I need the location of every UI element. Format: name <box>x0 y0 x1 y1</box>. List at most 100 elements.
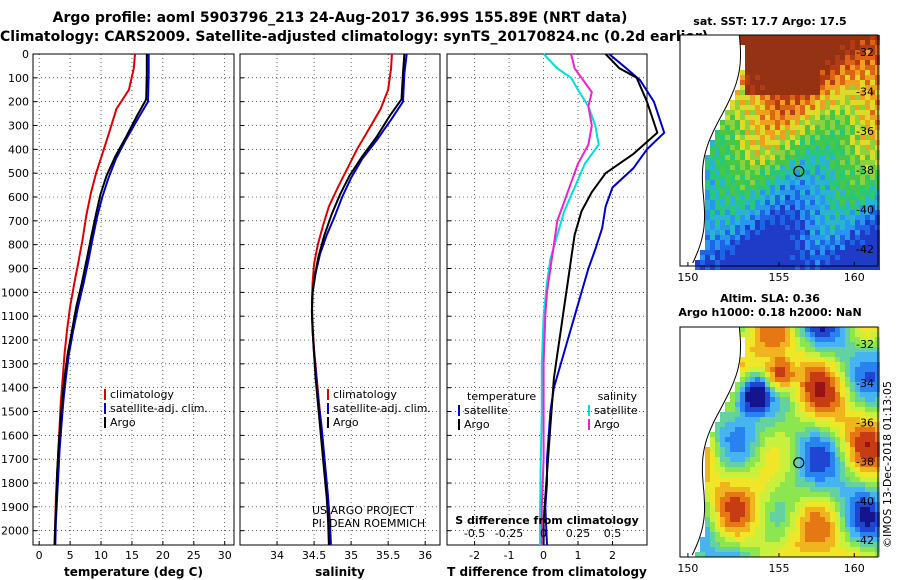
map-pixel <box>740 327 745 332</box>
map-pixel <box>790 150 795 155</box>
map-pixel <box>745 200 750 205</box>
map-pixel <box>680 467 685 472</box>
map-pixel <box>715 60 720 65</box>
map-pixel <box>820 377 825 382</box>
map-pixel <box>860 437 865 442</box>
map-pixel <box>790 140 795 145</box>
map-pixel <box>810 95 815 100</box>
legend-label: satellite-adj. clim. <box>110 402 208 415</box>
map-pixel <box>870 190 875 195</box>
map-pixel <box>715 225 720 230</box>
map-pixel <box>680 170 685 175</box>
map-pixel <box>690 477 695 482</box>
map-pixel <box>820 140 825 145</box>
map-pixel <box>725 402 730 407</box>
map-pixel <box>770 145 775 150</box>
map-pixel <box>805 537 810 542</box>
map-pixel <box>690 497 695 502</box>
map-pixel <box>705 170 710 175</box>
map-pixel <box>735 140 740 145</box>
map-pixel <box>705 342 710 347</box>
map-pixel <box>710 537 715 542</box>
map-pixel <box>735 250 740 255</box>
map-pixel <box>785 45 790 50</box>
map-pixel <box>685 362 690 367</box>
map-pixel <box>815 352 820 357</box>
map-pixel <box>775 250 780 255</box>
map-pixel <box>780 497 785 502</box>
map-pixel <box>800 462 805 467</box>
map-pixel <box>780 255 785 260</box>
map-pixel <box>870 377 875 382</box>
map-pixel <box>775 140 780 145</box>
map-pixel <box>795 327 800 332</box>
map-pixel <box>745 130 750 135</box>
map-pixel <box>820 210 825 215</box>
map-pixel <box>700 195 705 200</box>
map-pixel <box>800 337 805 342</box>
map-pixel <box>865 472 870 477</box>
map-pixel <box>840 492 845 497</box>
map-pixel <box>740 260 745 265</box>
map-pixel <box>810 382 815 387</box>
map-pixel <box>725 205 730 210</box>
map-pixel <box>750 387 755 392</box>
map-pixel <box>810 327 815 332</box>
map-pixel <box>820 85 825 90</box>
map-pixel <box>750 412 755 417</box>
map-pixel <box>785 357 790 362</box>
map-pixel <box>865 160 870 165</box>
map-pixel <box>870 140 875 145</box>
map-pixel <box>770 397 775 402</box>
map-pixel <box>790 497 795 502</box>
map-pixel <box>725 527 730 532</box>
map-pixel <box>870 362 875 367</box>
map-pixel <box>820 347 825 352</box>
map-pixel <box>765 542 770 547</box>
map-pixel <box>700 542 705 547</box>
map-pixel <box>690 357 695 362</box>
map-pixel <box>740 120 745 125</box>
map-pixel <box>805 367 810 372</box>
map-pixel <box>695 95 700 100</box>
map-pixel <box>850 265 855 270</box>
map-pixel <box>775 542 780 547</box>
map-pixel <box>850 65 855 70</box>
map-pixel <box>805 145 810 150</box>
map-pixel <box>810 50 815 55</box>
map-pixel <box>715 362 720 367</box>
map-pixel <box>810 337 815 342</box>
map-pixel <box>840 205 845 210</box>
map-pixel <box>780 210 785 215</box>
map-pixel <box>840 40 845 45</box>
map-pixel <box>820 407 825 412</box>
map-pixel <box>840 185 845 190</box>
map-pixel <box>775 115 780 120</box>
map-pixel <box>730 537 735 542</box>
map-pixel <box>715 382 720 387</box>
map-pixel <box>850 502 855 507</box>
map-pixel <box>775 457 780 462</box>
map-pixel <box>680 250 685 255</box>
map-pixel <box>860 70 865 75</box>
map-pixel <box>790 442 795 447</box>
map-pixel <box>710 200 715 205</box>
map-pixel <box>825 255 830 260</box>
map-pixel <box>680 110 685 115</box>
map-pixel <box>690 250 695 255</box>
map-pixel <box>780 55 785 60</box>
map-pixel <box>835 225 840 230</box>
map-pixel <box>865 447 870 452</box>
map-pixel <box>755 255 760 260</box>
map-pixel <box>765 442 770 447</box>
map-pixel <box>710 507 715 512</box>
map-pixel <box>795 115 800 120</box>
map-pixel <box>690 85 695 90</box>
map-pixel <box>845 215 850 220</box>
map-pixel <box>745 332 750 337</box>
map-pixel <box>790 200 795 205</box>
map-pixel <box>770 75 775 80</box>
map-pixel <box>850 50 855 55</box>
depth-tick-label: 700 <box>8 215 29 228</box>
map-pixel <box>695 50 700 55</box>
